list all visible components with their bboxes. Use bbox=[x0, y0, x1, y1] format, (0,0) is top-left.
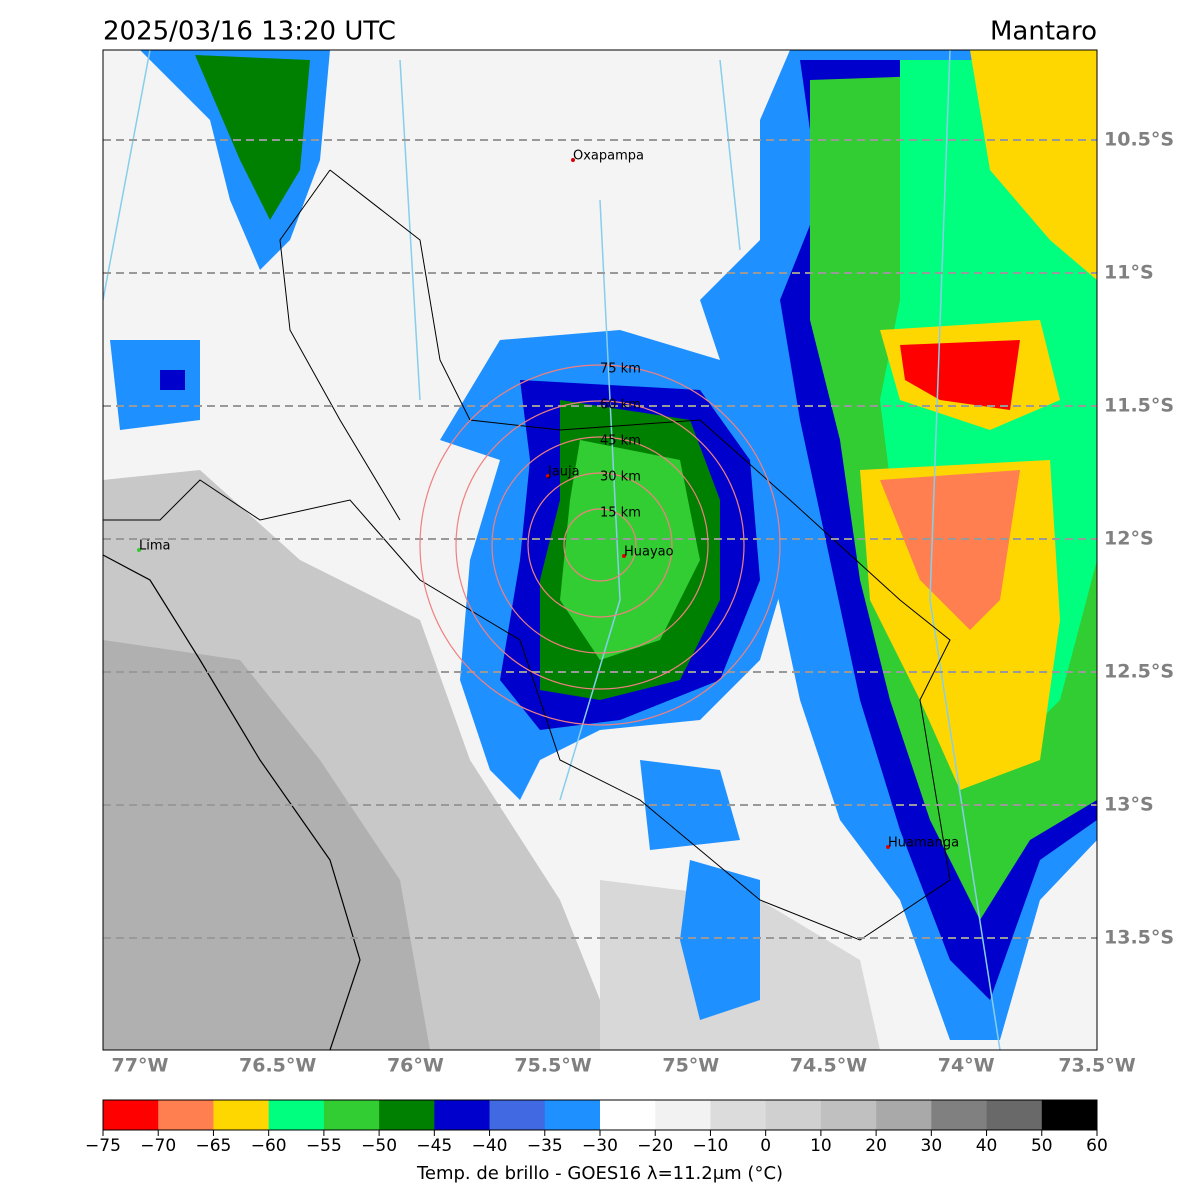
lon-label: 74°W bbox=[938, 1055, 995, 1077]
colorbar-swatch bbox=[820, 1100, 877, 1130]
lat-label: 10.5°S bbox=[1104, 129, 1174, 151]
colorbar-swatch bbox=[489, 1100, 546, 1130]
city-dot bbox=[886, 845, 890, 849]
lat-label: 13.5°S bbox=[1104, 927, 1174, 949]
city-label: Oxapampa bbox=[573, 149, 644, 164]
colorbar-swatch bbox=[434, 1100, 490, 1130]
colorbar-tick-label: −30 bbox=[582, 1136, 618, 1156]
range-ring-label: 45 km bbox=[600, 434, 641, 449]
range-ring-label: 15 km bbox=[600, 506, 641, 521]
colorbar-tick-label: 40 bbox=[976, 1136, 998, 1156]
lon-label: 73.5°W bbox=[1058, 1055, 1135, 1077]
range-ring bbox=[491, 436, 709, 654]
colorbar-tick-label: −70 bbox=[140, 1136, 176, 1156]
title: 2025/03/16 13:20 UTC bbox=[103, 17, 396, 47]
colorbar-swatch bbox=[876, 1100, 932, 1130]
lat-label: 13°S bbox=[1104, 794, 1154, 816]
colorbar-tick-label: 30 bbox=[921, 1136, 943, 1156]
range-ring bbox=[455, 400, 745, 690]
colorbar-swatch bbox=[103, 1100, 159, 1130]
lon-label: 76.5°W bbox=[239, 1055, 316, 1077]
lat-label: 12°S bbox=[1104, 528, 1154, 550]
colorbar-tick-label: −75 bbox=[85, 1136, 121, 1156]
colorbar-tick-label: −40 bbox=[472, 1136, 508, 1156]
colorbar-swatch bbox=[600, 1100, 656, 1130]
lon-label: 77°W bbox=[112, 1055, 169, 1077]
lon-label: 76°W bbox=[387, 1055, 444, 1077]
lat-label: 11.5°S bbox=[1104, 395, 1174, 417]
city-dot bbox=[546, 474, 550, 478]
colorbar-swatch bbox=[710, 1100, 766, 1130]
city-dot bbox=[571, 158, 575, 162]
colorbar-tick-label: −10 bbox=[692, 1136, 728, 1156]
colorbar-swatch bbox=[323, 1100, 380, 1130]
colorbar-tick-label: 0 bbox=[760, 1136, 771, 1156]
range-ring bbox=[419, 364, 781, 726]
city-label: Jauja bbox=[547, 465, 580, 480]
range-ring-label: 60 km bbox=[600, 398, 641, 413]
city-label: Huayao bbox=[624, 545, 674, 560]
colorbar-tick-label: 10 bbox=[810, 1136, 832, 1156]
range-ring-label: 30 km bbox=[600, 470, 641, 485]
city-label: Huamanga bbox=[888, 836, 959, 851]
city-label: Lima bbox=[139, 539, 170, 554]
city-dot bbox=[137, 548, 141, 552]
colorbar-tick-label: −60 bbox=[251, 1136, 287, 1156]
city-dot bbox=[622, 554, 626, 558]
colorbar-swatch bbox=[765, 1100, 822, 1130]
range-ring bbox=[527, 472, 673, 618]
lon-label: 75°W bbox=[662, 1055, 719, 1077]
colorbar-tick-label: 50 bbox=[1031, 1136, 1053, 1156]
colorbar-tick-label: −20 bbox=[637, 1136, 673, 1156]
map-frame bbox=[102, 49, 1098, 1051]
colorbar-swatch bbox=[544, 1100, 601, 1130]
colorbar-swatch bbox=[655, 1100, 711, 1130]
colorbar-swatch bbox=[213, 1100, 269, 1130]
colorbar-tick-label: −35 bbox=[527, 1136, 563, 1156]
colorbar-tick-label: −55 bbox=[306, 1136, 342, 1156]
range-ring bbox=[563, 508, 637, 582]
overlay: 75 km 60 km 45 km 30 km 15 km Oxapampa Jauja Hu… bbox=[103, 139, 1097, 939]
colorbar-swatch bbox=[986, 1100, 1043, 1130]
colorbar-swatch bbox=[1041, 1100, 1098, 1130]
lon-label: 75.5°W bbox=[514, 1055, 591, 1077]
region-title: Mantaro bbox=[990, 17, 1097, 47]
lon-label: 74.5°W bbox=[790, 1055, 867, 1077]
range-ring-label: 75 km bbox=[600, 362, 641, 377]
lat-label: 11°S bbox=[1104, 262, 1154, 284]
colorbar-tick-label: −50 bbox=[361, 1136, 397, 1156]
colorbar-tick-label: 20 bbox=[865, 1136, 887, 1156]
colorbar-swatch bbox=[268, 1100, 325, 1130]
colorbar-swatch bbox=[379, 1100, 435, 1130]
colorbar-swatch bbox=[158, 1100, 214, 1130]
colorbar-tick-label: 60 bbox=[1086, 1136, 1108, 1156]
colorbar-swatch bbox=[931, 1100, 987, 1130]
lat-label: 12.5°S bbox=[1104, 661, 1174, 683]
colorbar-label: Temp. de brillo - GOES16 λ=11.2μm (°C) bbox=[416, 1163, 783, 1184]
colorbar-tick-label: −45 bbox=[416, 1136, 452, 1156]
colorbar-tick-label: −65 bbox=[195, 1136, 231, 1156]
map-imagery bbox=[103, 50, 1097, 1050]
